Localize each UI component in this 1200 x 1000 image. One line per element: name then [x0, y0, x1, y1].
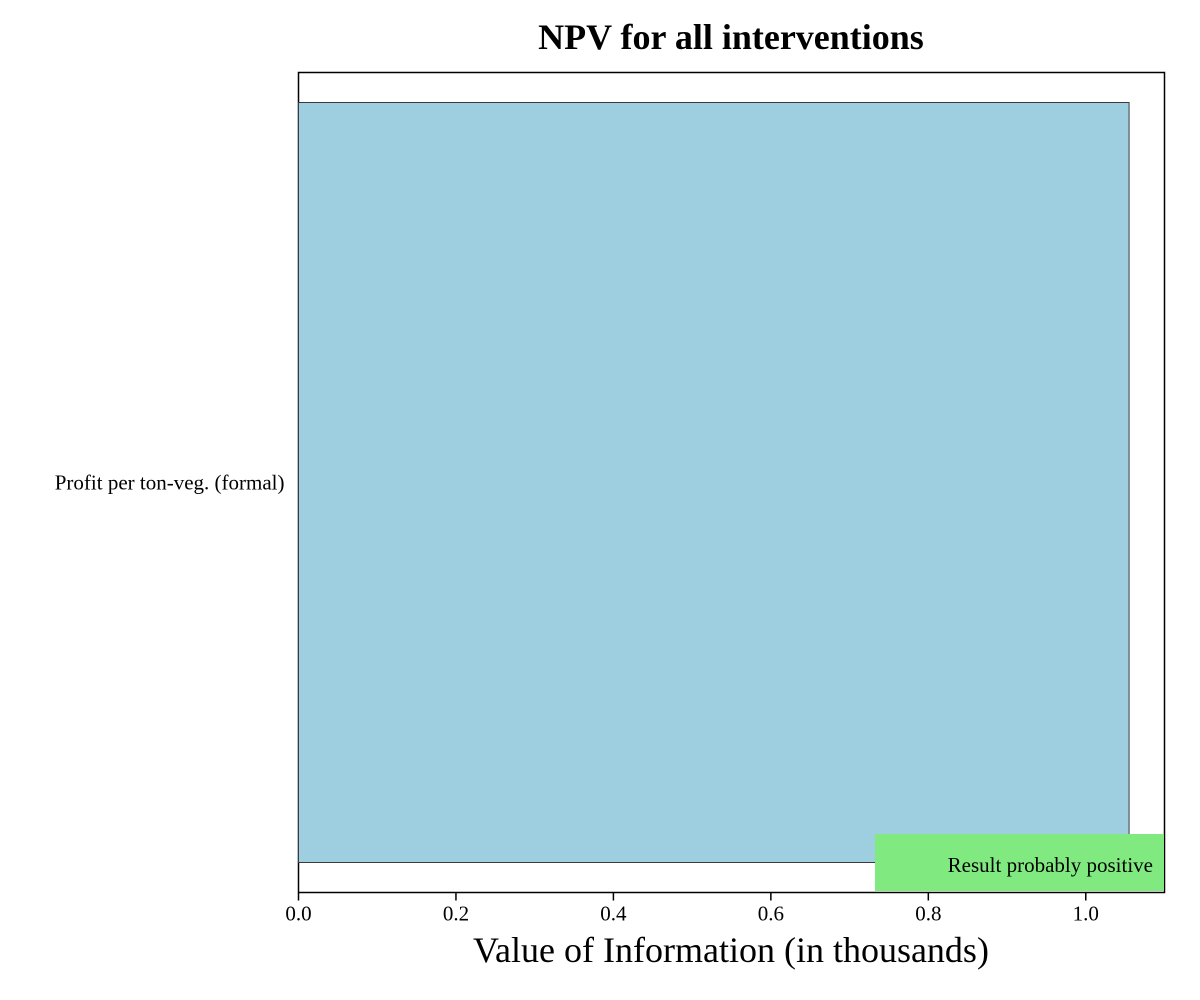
category-label: Profit per ton-veg. (formal) — [55, 471, 285, 495]
x-axis-label: Value of Information (in thousands) — [473, 930, 989, 970]
annotation-layer: Result probably positive — [875, 834, 1164, 891]
x-axis: 0.0 0.2 0.4 0.6 0.8 1.0 — [285, 892, 1099, 926]
x-tick-label: 0.2 — [443, 902, 469, 926]
verdict-box — [875, 834, 1164, 891]
y-axis: Profit per ton-veg. (formal) — [55, 471, 285, 495]
bars-layer — [298, 102, 1130, 863]
x-tick-label: 0.8 — [915, 902, 941, 926]
verdict-text: Result probably positive — [948, 853, 1153, 877]
chart-title: NPV for all interventions — [538, 17, 924, 57]
bar — [298, 102, 1130, 863]
x-tick-label: 0.0 — [285, 902, 311, 926]
x-tick-label: 0.6 — [758, 902, 784, 926]
x-tick-label: 1.0 — [1073, 902, 1099, 926]
x-tick-label: 0.4 — [600, 902, 627, 926]
